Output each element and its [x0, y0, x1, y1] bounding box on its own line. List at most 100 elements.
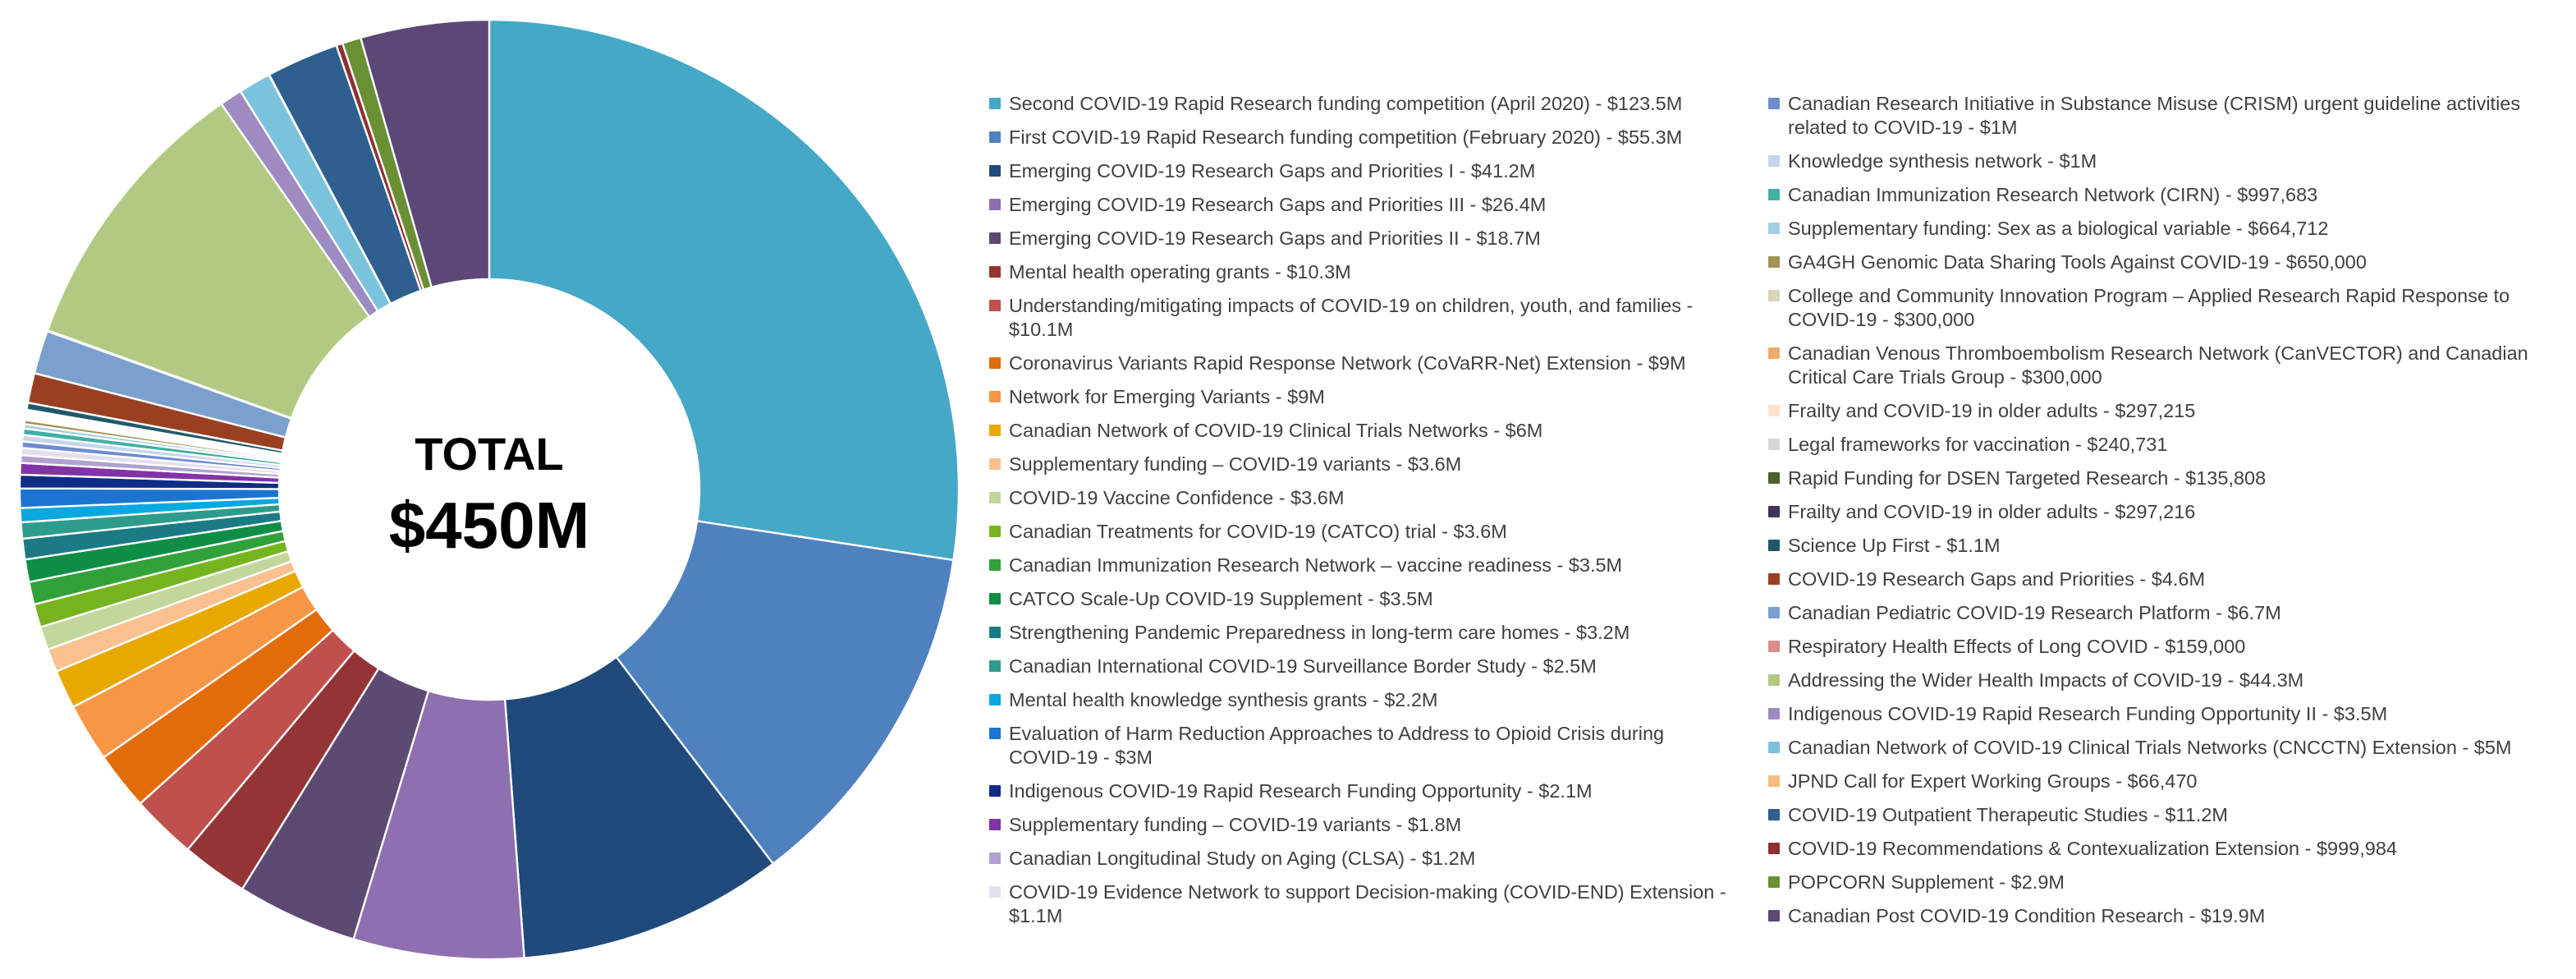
- legend-item: Evaluation of Harm Reduction Approaches …: [989, 722, 1729, 770]
- legend-item: Canadian Venous Thromboembolism Research…: [1768, 342, 2550, 389]
- legend-column-1: Second COVID-19 Rapid Research funding c…: [989, 92, 1729, 928]
- legend-item: Understanding/mitigating impacts of COVI…: [989, 294, 1729, 342]
- legend-item: Respiratory Health Effects of Long COVID…: [1768, 635, 2550, 659]
- legend-swatch-icon: [989, 526, 1001, 537]
- pie-slice: [503, 655, 774, 959]
- legend-label: Canadian Network of COVID-19 Clinical Tr…: [1788, 737, 2512, 758]
- legend-label: COVID-19 Evidence Network to support Dec…: [1009, 881, 1726, 926]
- legend-swatch-icon: [989, 819, 1001, 830]
- legend-swatch-icon: [989, 131, 1001, 143]
- legend-swatch-icon: [1768, 223, 1780, 234]
- legend-swatch-icon: [989, 853, 1001, 864]
- legend-swatch-icon: [989, 232, 1001, 244]
- legend-swatch-icon: [989, 559, 1001, 571]
- donut-chart-container: TOTAL $450M: [10, 10, 969, 969]
- legend-item: Science Up First - $1.1M: [1768, 534, 2550, 558]
- legend-label: Canadian Longitudinal Study on Aging (CL…: [1009, 848, 1476, 869]
- legend-item: Canadian International COVID-19 Surveill…: [989, 655, 1729, 678]
- center-total-label: TOTAL: [415, 428, 563, 480]
- legend-swatch-icon: [1768, 256, 1780, 268]
- legend-label: Knowledge synthesis network - $1M: [1788, 150, 2097, 172]
- legend-label: Mental health knowledge synthesis grants…: [1009, 689, 1438, 710]
- legend-item: Frailty and COVID-19 in older adults - $…: [1768, 399, 2550, 423]
- legend-item: Legal frameworks for vaccination - $240,…: [1768, 433, 2550, 457]
- legend-item: Supplementary funding – COVID-19 variant…: [989, 453, 1729, 476]
- legend-item: Second COVID-19 Rapid Research funding c…: [989, 92, 1729, 116]
- legend-label: COVID-19 Vaccine Confidence - $3.6M: [1009, 487, 1345, 508]
- legend-label: Canadian Pediatric COVID-19 Research Pla…: [1788, 602, 2281, 623]
- legend-swatch-icon: [1768, 405, 1780, 416]
- legend-swatch-icon: [1768, 708, 1780, 719]
- legend-swatch-icon: [1768, 641, 1780, 652]
- legend-label: GA4GH Genomic Data Sharing Tools Against…: [1788, 251, 2367, 273]
- legend-item: College and Community Innovation Program…: [1768, 284, 2550, 332]
- pie-slice: [46, 103, 371, 420]
- legend-label: Canadian Post COVID-19 Condition Researc…: [1788, 905, 2266, 926]
- legend-label: Respiratory Health Effects of Long COVID…: [1788, 636, 2246, 657]
- legend-swatch-icon: [1768, 876, 1780, 888]
- legend-item: COVID-19 Vaccine Confidence - $3.6M: [989, 486, 1729, 510]
- legend-swatch-icon: [1768, 290, 1780, 301]
- legend-item: Addressing the Wider Health Impacts of C…: [1768, 669, 2550, 692]
- legend-item: Strengthening Pandemic Preparedness in l…: [989, 621, 1729, 645]
- legend-label: College and Community Innovation Program…: [1788, 285, 2510, 330]
- legend-item: Canadian Immunization Research Network (…: [1768, 183, 2550, 207]
- legend-item: CATCO Scale-Up COVID-19 Supplement - $3.…: [989, 587, 1729, 611]
- legend-swatch-icon: [989, 593, 1001, 604]
- legend-swatch-icon: [989, 199, 1001, 210]
- legend-label: Addressing the Wider Health Impacts of C…: [1788, 669, 2304, 691]
- legend-label: Indigenous COVID-19 Rapid Research Fundi…: [1788, 703, 2388, 724]
- legend-item: Emerging COVID-19 Research Gaps and Prio…: [989, 159, 1729, 183]
- legend-swatch-icon: [989, 458, 1001, 470]
- legend-item: Supplementary funding: Sex as a biologic…: [1768, 217, 2550, 241]
- legend-swatch-icon: [1768, 573, 1780, 585]
- legend-label: Network for Emerging Variants - $9M: [1009, 386, 1325, 407]
- legend-item: Canadian Network of COVID-19 Clinical Tr…: [1768, 736, 2550, 760]
- legend-label: Legal frameworks for vaccination - $240,…: [1788, 434, 2168, 455]
- legend-swatch-icon: [1768, 742, 1780, 753]
- legend-item: Coronavirus Variants Rapid Response Netw…: [989, 352, 1729, 375]
- legend-label: Indigenous COVID-19 Rapid Research Fundi…: [1009, 780, 1593, 802]
- legend-label: First COVID-19 Rapid Research funding co…: [1009, 126, 1683, 148]
- legend-label: Rapid Funding for DSEN Targeted Research…: [1788, 467, 2267, 489]
- legend-swatch-icon: [1768, 843, 1780, 854]
- legend-item: COVID-19 Outpatient Therapeutic Studies …: [1768, 803, 2550, 827]
- legend-label: Understanding/mitigating impacts of COVI…: [1009, 295, 1694, 340]
- legend-label: Strengthening Pandemic Preparedness in l…: [1009, 622, 1630, 643]
- legend-label: Mental health operating grants - $10.3M: [1009, 261, 1351, 283]
- legend-swatch-icon: [989, 785, 1001, 797]
- legend-item: Canadian Research Initiative in Substanc…: [1768, 92, 2550, 140]
- legend-label: POPCORN Supplement - $2.9M: [1788, 871, 2065, 893]
- legend-item: Canadian Longitudinal Study on Aging (CL…: [989, 847, 1729, 871]
- legend-item: Indigenous COVID-19 Rapid Research Fundi…: [989, 779, 1729, 803]
- legend-label: COVID-19 Recommendations & Contexualizat…: [1788, 838, 2397, 859]
- legend-label: Emerging COVID-19 Research Gaps and Prio…: [1009, 228, 1541, 249]
- legend-swatch-icon: [989, 98, 1001, 109]
- legend-item: COVID-19 Research Gaps and Priorities - …: [1768, 568, 2550, 591]
- legend-item: COVID-19 Evidence Network to support Dec…: [989, 880, 1729, 928]
- legend-item: Rapid Funding for DSEN Targeted Research…: [1768, 467, 2550, 490]
- legend-swatch-icon: [989, 627, 1001, 638]
- legend-label: Canadian Network of COVID-19 Clinical Tr…: [1009, 420, 1543, 441]
- center-total-value: $450M: [389, 489, 590, 562]
- legend-swatch-icon: [989, 266, 1001, 278]
- legend-label: CATCO Scale-Up COVID-19 Supplement - $3.…: [1009, 588, 1433, 609]
- legend-item: GA4GH Genomic Data Sharing Tools Against…: [1768, 250, 2550, 274]
- legend-label: Emerging COVID-19 Research Gaps and Prio…: [1009, 160, 1536, 182]
- legend-item: First COVID-19 Rapid Research funding co…: [989, 126, 1729, 149]
- legend-label: JPND Call for Expert Working Groups - $6…: [1788, 770, 2198, 792]
- legend-swatch-icon: [1768, 155, 1780, 167]
- legend-swatch-icon: [989, 300, 1001, 311]
- pie-slice: [488, 18, 960, 562]
- legend-swatch-icon: [989, 492, 1001, 503]
- legend-label: COVID-19 Research Gaps and Priorities - …: [1788, 568, 2206, 590]
- legend-label: Frailty and COVID-19 in older adults - $…: [1788, 501, 2196, 522]
- legend-swatch-icon: [989, 886, 1001, 898]
- legend-label: Canadian Venous Thromboembolism Research…: [1788, 342, 2528, 388]
- legend-item: Emerging COVID-19 Research Gaps and Prio…: [989, 227, 1729, 250]
- legend-swatch-icon: [989, 728, 1001, 739]
- legend-label: Canadian Treatments for COVID-19 (CATCO)…: [1009, 521, 1507, 542]
- legend-swatch-icon: [989, 425, 1001, 436]
- legend: Second COVID-19 Rapid Research funding c…: [989, 92, 2550, 928]
- legend-label: Frailty and COVID-19 in older adults - $…: [1788, 400, 2196, 421]
